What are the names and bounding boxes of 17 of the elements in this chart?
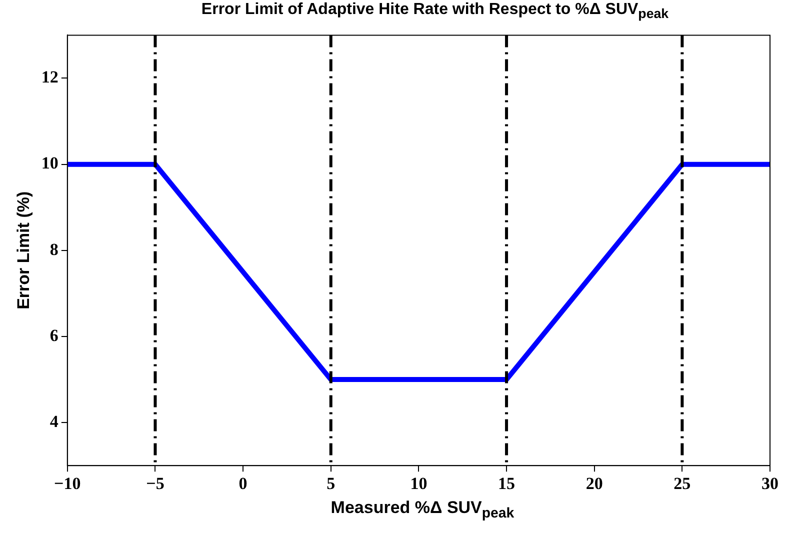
- y-tick-label: 12: [41, 68, 58, 87]
- x-tick-label: 10: [410, 474, 428, 494]
- chart-title: Error Limit of Adaptive Hite Rate with Respect to %Δ SUV$_{peak}$: [200, 0, 670, 24]
- x-tick-label: 25: [674, 474, 691, 494]
- x-tick-label: 5: [326, 474, 336, 494]
- x-axis-title: Measured %Δ SUV$_{peak}$: [330, 498, 516, 522]
- x-tick-label: 0: [238, 474, 248, 494]
- x-tick-label: 15: [498, 474, 516, 494]
- x-tick-label: −5: [146, 474, 164, 494]
- y-tick-label: 4: [50, 412, 59, 431]
- y-tick-label: 10: [41, 154, 58, 173]
- y-tick-label: 8: [50, 240, 58, 259]
- x-tick-label: 30: [762, 474, 778, 494]
- x-tick-label: 20: [586, 474, 603, 494]
- y-axis-title: Error Limit (%): [14, 191, 33, 310]
- x-tick-label: −10: [54, 474, 81, 494]
- y-tick-label: 6: [50, 326, 58, 345]
